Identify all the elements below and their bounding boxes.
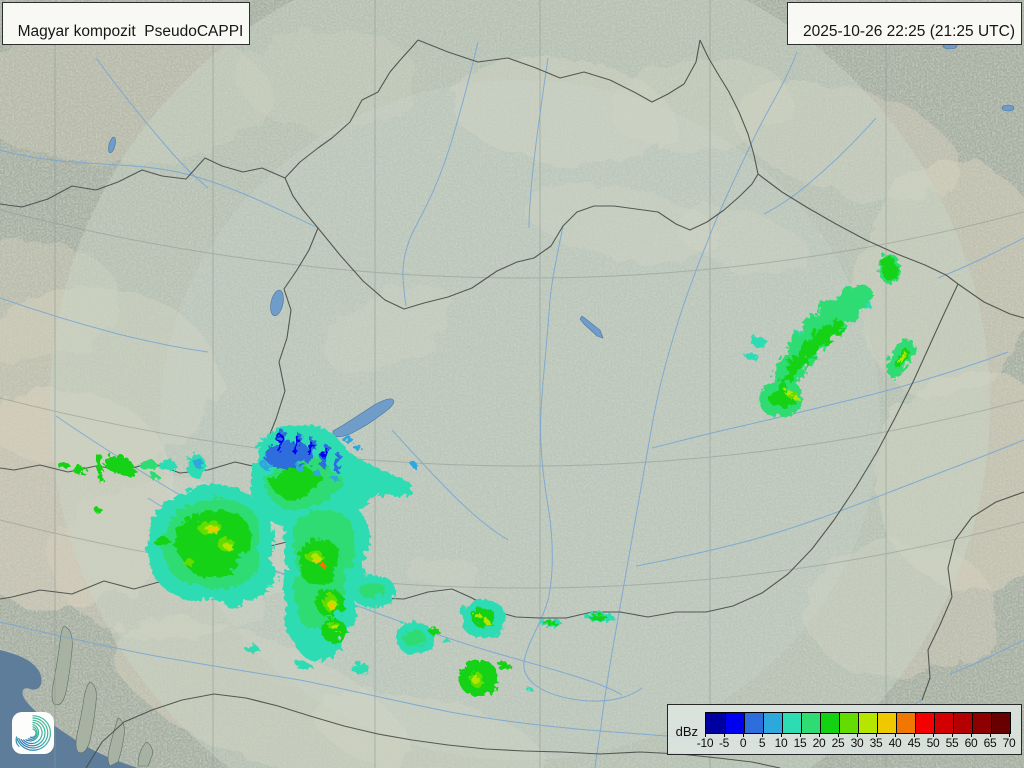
product-title-box: Magyar kompozit PseudoCAPPI <box>2 2 251 45</box>
product-title: Magyar kompozit PseudoCAPPI <box>17 23 244 40</box>
legend-unit-label: dBz <box>675 724 698 739</box>
legend-box: dBz -10 -5 0 5 10 15 20 25 30 35 40 45 50 55 60 65 70 <box>666 704 1022 755</box>
radar-echoes <box>55 251 914 695</box>
timestamp-label: 2025-10-26 22:25 (21:25 UTC) <box>803 23 1015 40</box>
adriatic-islands <box>51 625 153 767</box>
lake-tisza <box>579 315 604 339</box>
echo-layer-blue <box>192 428 417 479</box>
echo-layer-orange <box>319 561 325 567</box>
legend-color-bar <box>705 712 1011 734</box>
echo-layer-gold <box>208 525 334 610</box>
radar-coverage-area <box>50 0 990 768</box>
timestamp-box: 2025-10-26 22:25 (21:25 UTC) <box>787 2 1022 45</box>
lakes <box>108 42 1015 438</box>
legend-ticks: -10 -5 0 5 10 15 20 25 30 35 40 45 50 55 60 65 70 <box>696 734 1016 750</box>
agency-logo <box>12 712 54 754</box>
hungaromet-swirl-icon <box>15 715 52 751</box>
lake-neusiedl <box>270 289 284 317</box>
